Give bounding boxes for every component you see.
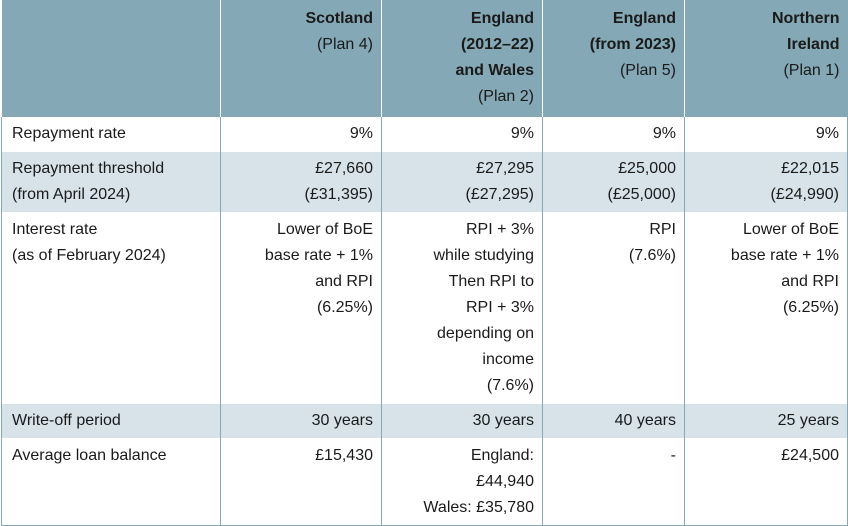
cell-england-2023: 40 years — [542, 403, 685, 439]
cell-scotland: £27,660 (£31,395) — [220, 151, 382, 213]
header-northern-ireland: Northern Ireland (Plan 1) — [684, 0, 848, 117]
cell-line: while studying — [433, 247, 535, 264]
row-label-line: Repayment rate — [12, 125, 126, 142]
cell-line: £24,500 — [781, 447, 839, 464]
cell-line: £44,940 — [476, 473, 534, 490]
cell-line: (7.6%) — [486, 377, 534, 394]
header-plan: (Plan 4) — [316, 36, 373, 53]
interest-rate-row: Interest rate (as of February 2024) Lower … — [1, 212, 848, 404]
cell-england-wales: 9% — [381, 117, 543, 152]
cell-line: RPI + 3% — [465, 299, 534, 316]
cell-northern-ireland: Lower of BoE base rate + 1% and RPI (6.25%) — [684, 212, 848, 404]
cell-england-2023: £25,000 (£25,000) — [542, 151, 685, 213]
header-title-line: England — [470, 10, 534, 27]
cell-line: 9% — [815, 125, 839, 142]
cell-line: England: — [470, 447, 534, 464]
cell-england-wales: RPI + 3% while studying Then RPI to RPI + 3… — [381, 212, 543, 404]
cell-line: 9% — [652, 125, 676, 142]
cell-line: 25 years — [777, 412, 839, 429]
cell-line: and RPI — [781, 273, 839, 290]
cell-northern-ireland: 9% — [684, 117, 848, 152]
cell-line: 30 years — [472, 412, 534, 429]
header-title-line: Ireland — [787, 36, 840, 53]
header-title-line: England — [612, 10, 676, 27]
cell-england-2023: - — [542, 438, 685, 526]
header-plan: (Plan 5) — [619, 62, 676, 79]
cell-line: (6.25%) — [782, 299, 839, 316]
cell-line: (7.6%) — [628, 247, 676, 264]
header-title-line: Scotland — [305, 10, 373, 27]
cell-line: RPI — [649, 221, 676, 238]
cell-line: (£25,000) — [607, 186, 677, 203]
cell-line: £15,430 — [315, 447, 373, 464]
write-off-period-row: Write-off period 30 years 30 years 40 years… — [1, 403, 848, 439]
cell-northern-ireland: 25 years — [684, 403, 848, 439]
cell-line: (£24,990) — [770, 186, 840, 203]
cell-scotland: £15,430 — [220, 438, 382, 526]
row-label-line: (as of February 2024) — [12, 247, 166, 264]
cell-line: base rate + 1% — [264, 247, 373, 264]
header-title-line: (from 2023) — [589, 36, 676, 53]
cell-line: £25,000 — [618, 160, 676, 177]
cell-england-wales: 30 years — [381, 403, 543, 439]
cell-line: 9% — [349, 125, 373, 142]
header-plan: (Plan 1) — [783, 62, 840, 79]
repayment-rate-row: Repayment rate 9% 9% 9% 9% — [1, 117, 848, 152]
cell-england-2023: RPI (7.6%) — [542, 212, 685, 404]
header-title-line: and Wales — [455, 62, 534, 79]
cell-line: income — [482, 351, 534, 368]
cell-line: £27,660 — [315, 160, 373, 177]
cell-line: £22,015 — [781, 160, 839, 177]
row-label: Repayment rate — [1, 117, 221, 152]
cell-line: - — [670, 447, 676, 464]
cell-line: RPI + 3% — [465, 221, 534, 238]
cell-line: £27,295 — [476, 160, 534, 177]
row-label: Write-off period — [1, 403, 221, 439]
row-label-line: (from April 2024) — [12, 186, 131, 203]
cell-england-wales: £27,295 (£27,295) — [381, 151, 543, 213]
cell-line: base rate + 1% — [730, 247, 839, 264]
cell-line: depending on — [437, 325, 534, 342]
cell-northern-ireland: £24,500 — [684, 438, 848, 526]
cell-northern-ireland: £22,015 (£24,990) — [684, 151, 848, 213]
header-title-line: (2012–22) — [461, 36, 534, 53]
header-plan: (Plan 2) — [477, 88, 534, 105]
cell-line: Lower of BoE — [276, 221, 373, 238]
header-england-wales: England (2012–22) and Wales (Plan 2) — [381, 0, 543, 117]
header-scotland: Scotland (Plan 4) — [220, 0, 382, 117]
cell-line: 40 years — [614, 412, 676, 429]
cell-line: Lower of BoE — [742, 221, 839, 238]
header-england-2023: England (from 2023) (Plan 5) — [542, 0, 685, 117]
cell-line: Wales: £35,780 — [423, 499, 534, 516]
average-loan-balance-row: Average loan balance £15,430 England: £44,9… — [1, 438, 848, 526]
cell-line: 9% — [510, 125, 534, 142]
row-label: Average loan balance — [1, 438, 221, 526]
repayment-threshold-row: Repayment threshold (from April 2024) £27,… — [1, 151, 848, 213]
row-label-line: Repayment threshold — [12, 160, 165, 177]
cell-england-wales: England: £44,940 Wales: £35,780 — [381, 438, 543, 526]
header-row: Scotland (Plan 4) England (2012–22) and … — [1, 0, 848, 117]
cell-line: (£27,295) — [465, 186, 535, 203]
row-label-line: Average loan balance — [12, 447, 167, 464]
row-label-line: Interest rate — [12, 221, 98, 238]
cell-england-2023: 9% — [542, 117, 685, 152]
cell-line: Then RPI to — [448, 273, 534, 290]
header-title-line: Northern — [771, 10, 840, 27]
row-label-line: Write-off period — [12, 412, 121, 429]
cell-line: (6.25%) — [316, 299, 373, 316]
cell-line: 30 years — [311, 412, 373, 429]
cell-scotland: 30 years — [220, 403, 382, 439]
cell-scotland: Lower of BoE base rate + 1% and RPI (6.25%) — [220, 212, 382, 404]
cell-line: and RPI — [315, 273, 373, 290]
row-label: Repayment threshold (from April 2024) — [1, 151, 221, 213]
header-corner — [1, 0, 221, 117]
table-body: Repayment rate 9% 9% 9% 9% Repayment threshol… — [1, 117, 848, 526]
cell-scotland: 9% — [220, 117, 382, 152]
row-label: Interest rate (as of February 2024) — [1, 212, 221, 404]
cell-line: (£31,395) — [304, 186, 374, 203]
